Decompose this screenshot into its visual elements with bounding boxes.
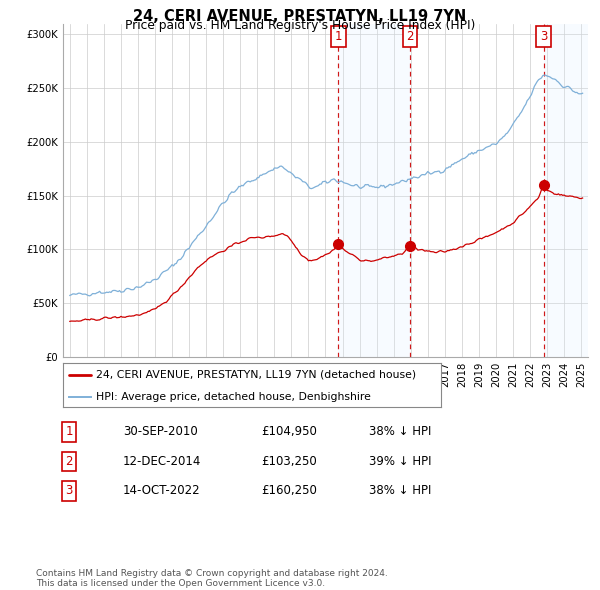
Text: 3: 3 [65, 484, 73, 497]
Text: 38% ↓ HPI: 38% ↓ HPI [369, 484, 431, 497]
Text: £104,950: £104,950 [261, 425, 317, 438]
Text: 39% ↓ HPI: 39% ↓ HPI [369, 455, 431, 468]
Text: 2: 2 [65, 455, 73, 468]
Text: 1: 1 [335, 30, 342, 43]
Text: 2: 2 [406, 30, 413, 43]
Text: 1: 1 [65, 425, 73, 438]
Text: Price paid vs. HM Land Registry's House Price Index (HPI): Price paid vs. HM Land Registry's House … [125, 19, 475, 32]
Text: £103,250: £103,250 [261, 455, 317, 468]
Bar [544, 24, 588, 357]
Text: Contains HM Land Registry data © Crown copyright and database right 2024.: Contains HM Land Registry data © Crown c… [36, 569, 388, 578]
Text: 38% ↓ HPI: 38% ↓ HPI [369, 425, 431, 438]
Text: 14-OCT-2022: 14-OCT-2022 [123, 484, 200, 497]
Text: 3: 3 [540, 30, 547, 43]
Text: HPI: Average price, detached house, Denbighshire: HPI: Average price, detached house, Denb… [96, 392, 371, 402]
Text: 24, CERI AVENUE, PRESTATYN, LL19 7YN (detached house): 24, CERI AVENUE, PRESTATYN, LL19 7YN (de… [96, 370, 416, 380]
Text: 24, CERI AVENUE, PRESTATYN, LL19 7YN: 24, CERI AVENUE, PRESTATYN, LL19 7YN [133, 9, 467, 24]
Bar [338, 24, 410, 357]
Text: This data is licensed under the Open Government Licence v3.0.: This data is licensed under the Open Gov… [36, 579, 325, 588]
Text: 12-DEC-2014: 12-DEC-2014 [123, 455, 202, 468]
Text: £160,250: £160,250 [261, 484, 317, 497]
Text: 30-SEP-2010: 30-SEP-2010 [123, 425, 198, 438]
